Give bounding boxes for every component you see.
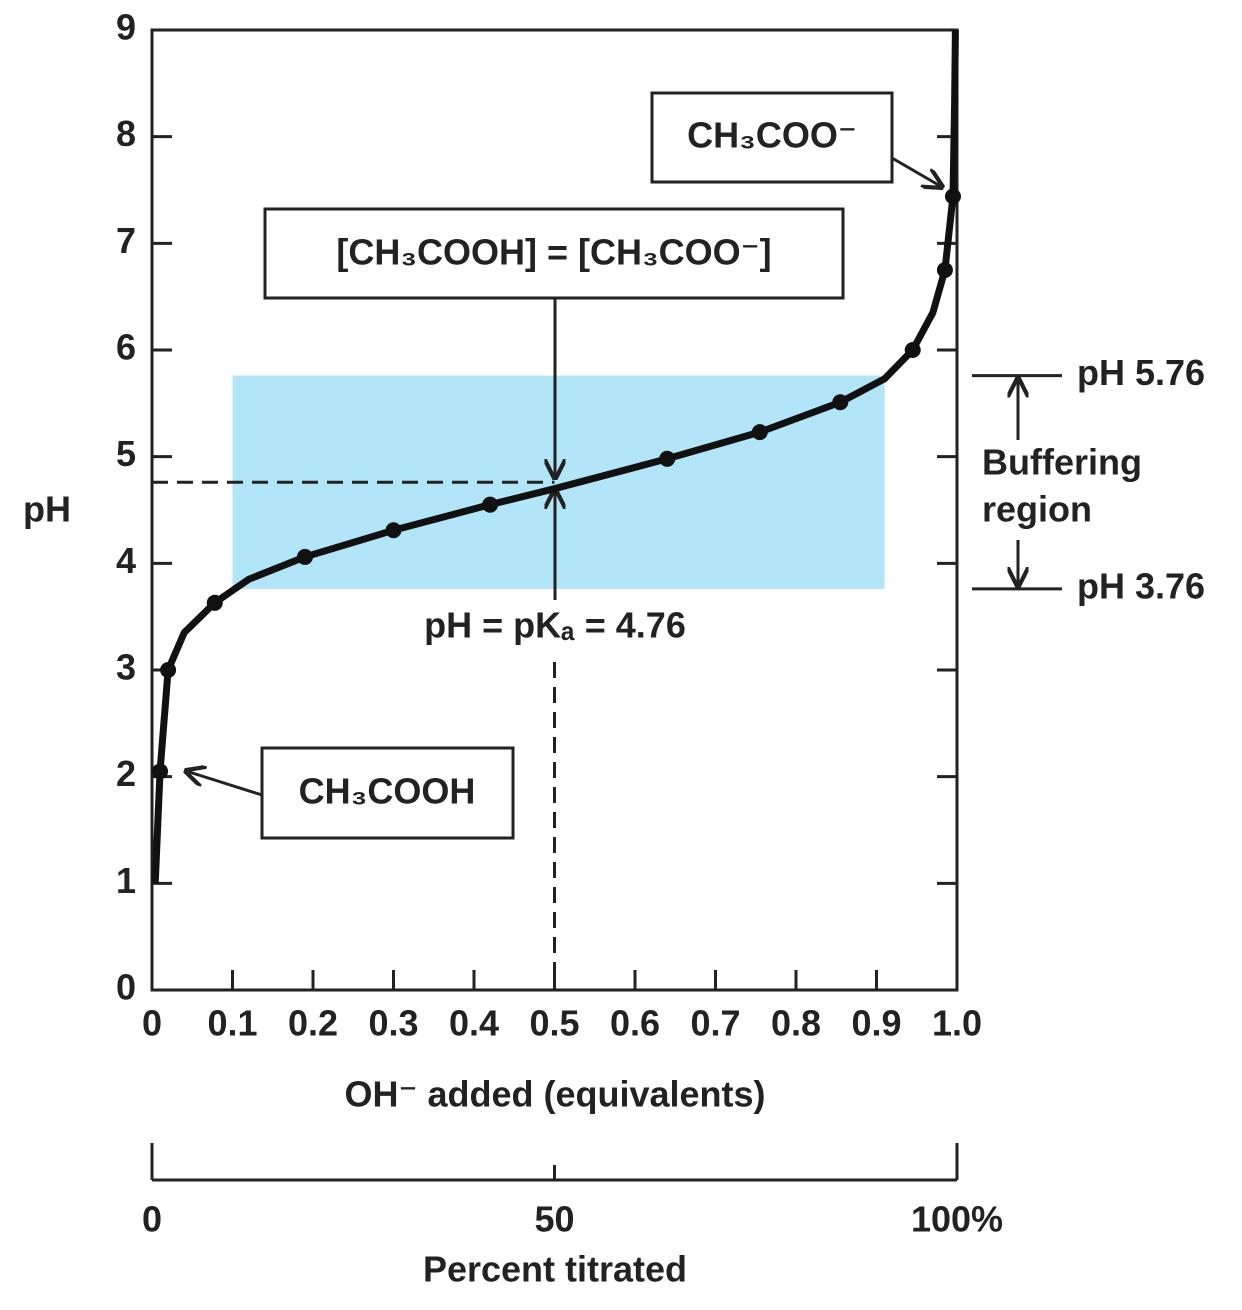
- annotation-box: [650, 91, 894, 184]
- y-tick-label: 1: [116, 860, 136, 901]
- annotation: CH₃COO⁻: [687, 115, 857, 156]
- x-tick-label: 0.8: [771, 1003, 821, 1044]
- x-tick-label: 0.1: [207, 1003, 257, 1044]
- annotation: [CH₃COOH] = [CH₃COO⁻]: [336, 232, 771, 273]
- y-tick-label: 8: [116, 113, 136, 154]
- y-tick-label: 5: [116, 433, 136, 474]
- percent-tick-label: 100%: [911, 1199, 1003, 1240]
- x-axis-label: OH⁻ added (equivalents): [344, 1074, 765, 1115]
- data-point: [482, 496, 499, 513]
- x-tick-label: 0.2: [288, 1003, 338, 1044]
- x-tick-label: 1.0: [932, 1003, 982, 1044]
- data-point: [936, 262, 953, 278]
- arrow: [186, 771, 263, 797]
- data-point: [152, 763, 169, 780]
- x-tick-label: 0.4: [449, 1003, 499, 1044]
- y-tick-label: 4: [116, 540, 136, 581]
- annotation-box: [260, 746, 515, 840]
- data-point: [904, 342, 921, 358]
- data-point: [160, 662, 177, 678]
- x-tick-label: 0.9: [851, 1003, 901, 1044]
- y-axis-label: pH: [23, 489, 71, 530]
- data-point: [751, 424, 768, 441]
- arrow: [891, 156, 942, 187]
- buffer-text: region: [982, 489, 1092, 530]
- y-tick-label: 2: [116, 753, 136, 794]
- y-tick-label: 7: [116, 220, 136, 261]
- data-point: [659, 450, 676, 467]
- percent-tick-label: 50: [534, 1199, 574, 1240]
- x-tick-label: 0.6: [610, 1003, 660, 1044]
- x-tick-label: 0.7: [690, 1003, 740, 1044]
- y-tick-label: 6: [116, 327, 136, 368]
- data-point: [206, 594, 223, 611]
- buffer-text: Buffering: [982, 442, 1142, 483]
- x-tick-label: 0: [142, 1003, 162, 1044]
- percent-tick-label: 0: [142, 1199, 162, 1240]
- y-tick-label: 3: [116, 647, 136, 688]
- x-tick-label: 0.3: [368, 1003, 418, 1044]
- pka-label: pH = pKₐ = 4.76: [424, 605, 686, 646]
- y-tick-label: 9: [116, 7, 136, 48]
- data-point: [832, 394, 849, 411]
- buffer-label: pH 5.76: [1077, 352, 1205, 393]
- data-point: [296, 548, 313, 565]
- annotation: CH₃COOH: [299, 771, 476, 812]
- percent-axis-label: Percent titrated: [423, 1249, 687, 1290]
- data-point: [944, 188, 961, 205]
- data-point: [385, 522, 402, 539]
- x-tick-label: 0.5: [529, 1003, 579, 1044]
- y-tick-label: 0: [116, 967, 136, 1008]
- buffer-label: pH 3.76: [1077, 565, 1205, 606]
